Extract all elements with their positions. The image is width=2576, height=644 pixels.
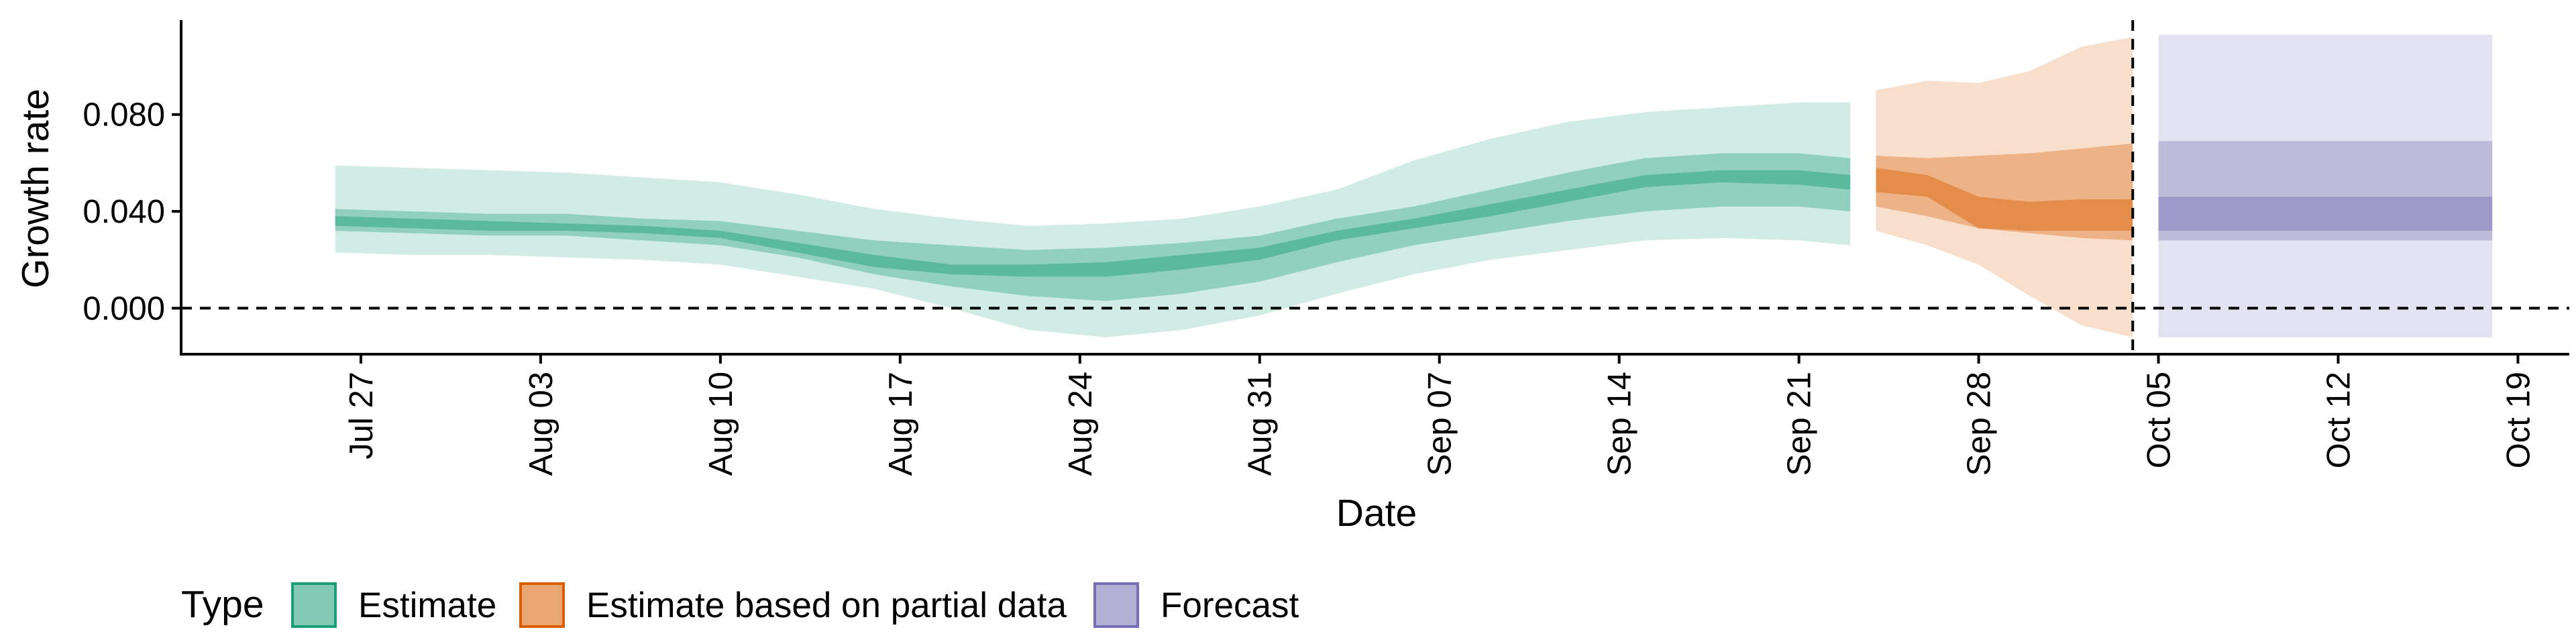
x-tick-label: Aug 03 [523, 372, 559, 476]
axes: 0.000 0.040 0.080 Jul 27 Aug 03 Aug 10 Aug 17 A… [83, 20, 2569, 476]
estimate-ci50-band [335, 153, 1851, 301]
series-estimate [335, 102, 1851, 337]
legend-swatch [291, 582, 337, 628]
estimate-ci90-band [335, 102, 1851, 337]
y-tick-label: 0.080 [83, 97, 165, 133]
x-tick-label: Sep 14 [1602, 372, 1638, 476]
x-tick-label: Sep 07 [1422, 372, 1458, 476]
y-axis-title: Growth rate [14, 89, 57, 288]
legend-item-estimate: Estimate [291, 582, 496, 628]
x-tick-label: Sep 28 [1962, 372, 1998, 476]
legend-item-forecast: Forecast [1093, 582, 1299, 628]
legend-swatch [519, 582, 565, 628]
estimate-based-on-partial-data-ci90-band [1876, 37, 2133, 337]
x-tick-label: Aug 17 [883, 372, 919, 476]
x-tick-label: Aug 10 [703, 372, 739, 476]
x-axis-title: Date [1336, 492, 1417, 535]
y-tick-label: 0.000 [83, 290, 165, 327]
estimate-ci20-band [335, 170, 1851, 277]
legend-item-estimate-based-on-partial-data: Estimate based on partial data [519, 582, 1067, 628]
series-forecast [2158, 34, 2493, 337]
forecast-ci90-band [2158, 34, 2493, 337]
legend: Type Estimate Estimate based on partial da… [181, 582, 1299, 628]
x-tick-label: Oct 12 [2321, 372, 2357, 468]
legend-title: Type [181, 583, 264, 626]
x-tick-label: Aug 24 [1063, 372, 1099, 476]
x-tick-label: Aug 31 [1242, 372, 1279, 476]
legend-swatch [1093, 582, 1139, 628]
series-estimate-based-on-partial-data [1876, 37, 2133, 337]
y-tick-label: 0.040 [83, 194, 165, 230]
forecast-ci50-band [2158, 141, 2493, 241]
reference-lines [181, 20, 2569, 354]
legend-label: Estimate [358, 586, 496, 625]
x-tick-label: Oct 19 [2500, 372, 2536, 468]
estimate-based-on-partial-data-ci50-band [1876, 144, 2133, 241]
series-bands [335, 34, 2493, 337]
legend-label: Forecast [1161, 586, 1299, 625]
forecast-ci20-band [2158, 197, 2493, 231]
x-tick-label: Sep 21 [1782, 372, 1818, 476]
x-tick-label: Oct 05 [2141, 372, 2178, 468]
legend-label: Estimate based on partial data [586, 586, 1067, 625]
x-tick-label: Jul 27 [343, 372, 380, 460]
estimate-based-on-partial-data-ci20-band [1876, 168, 2133, 231]
